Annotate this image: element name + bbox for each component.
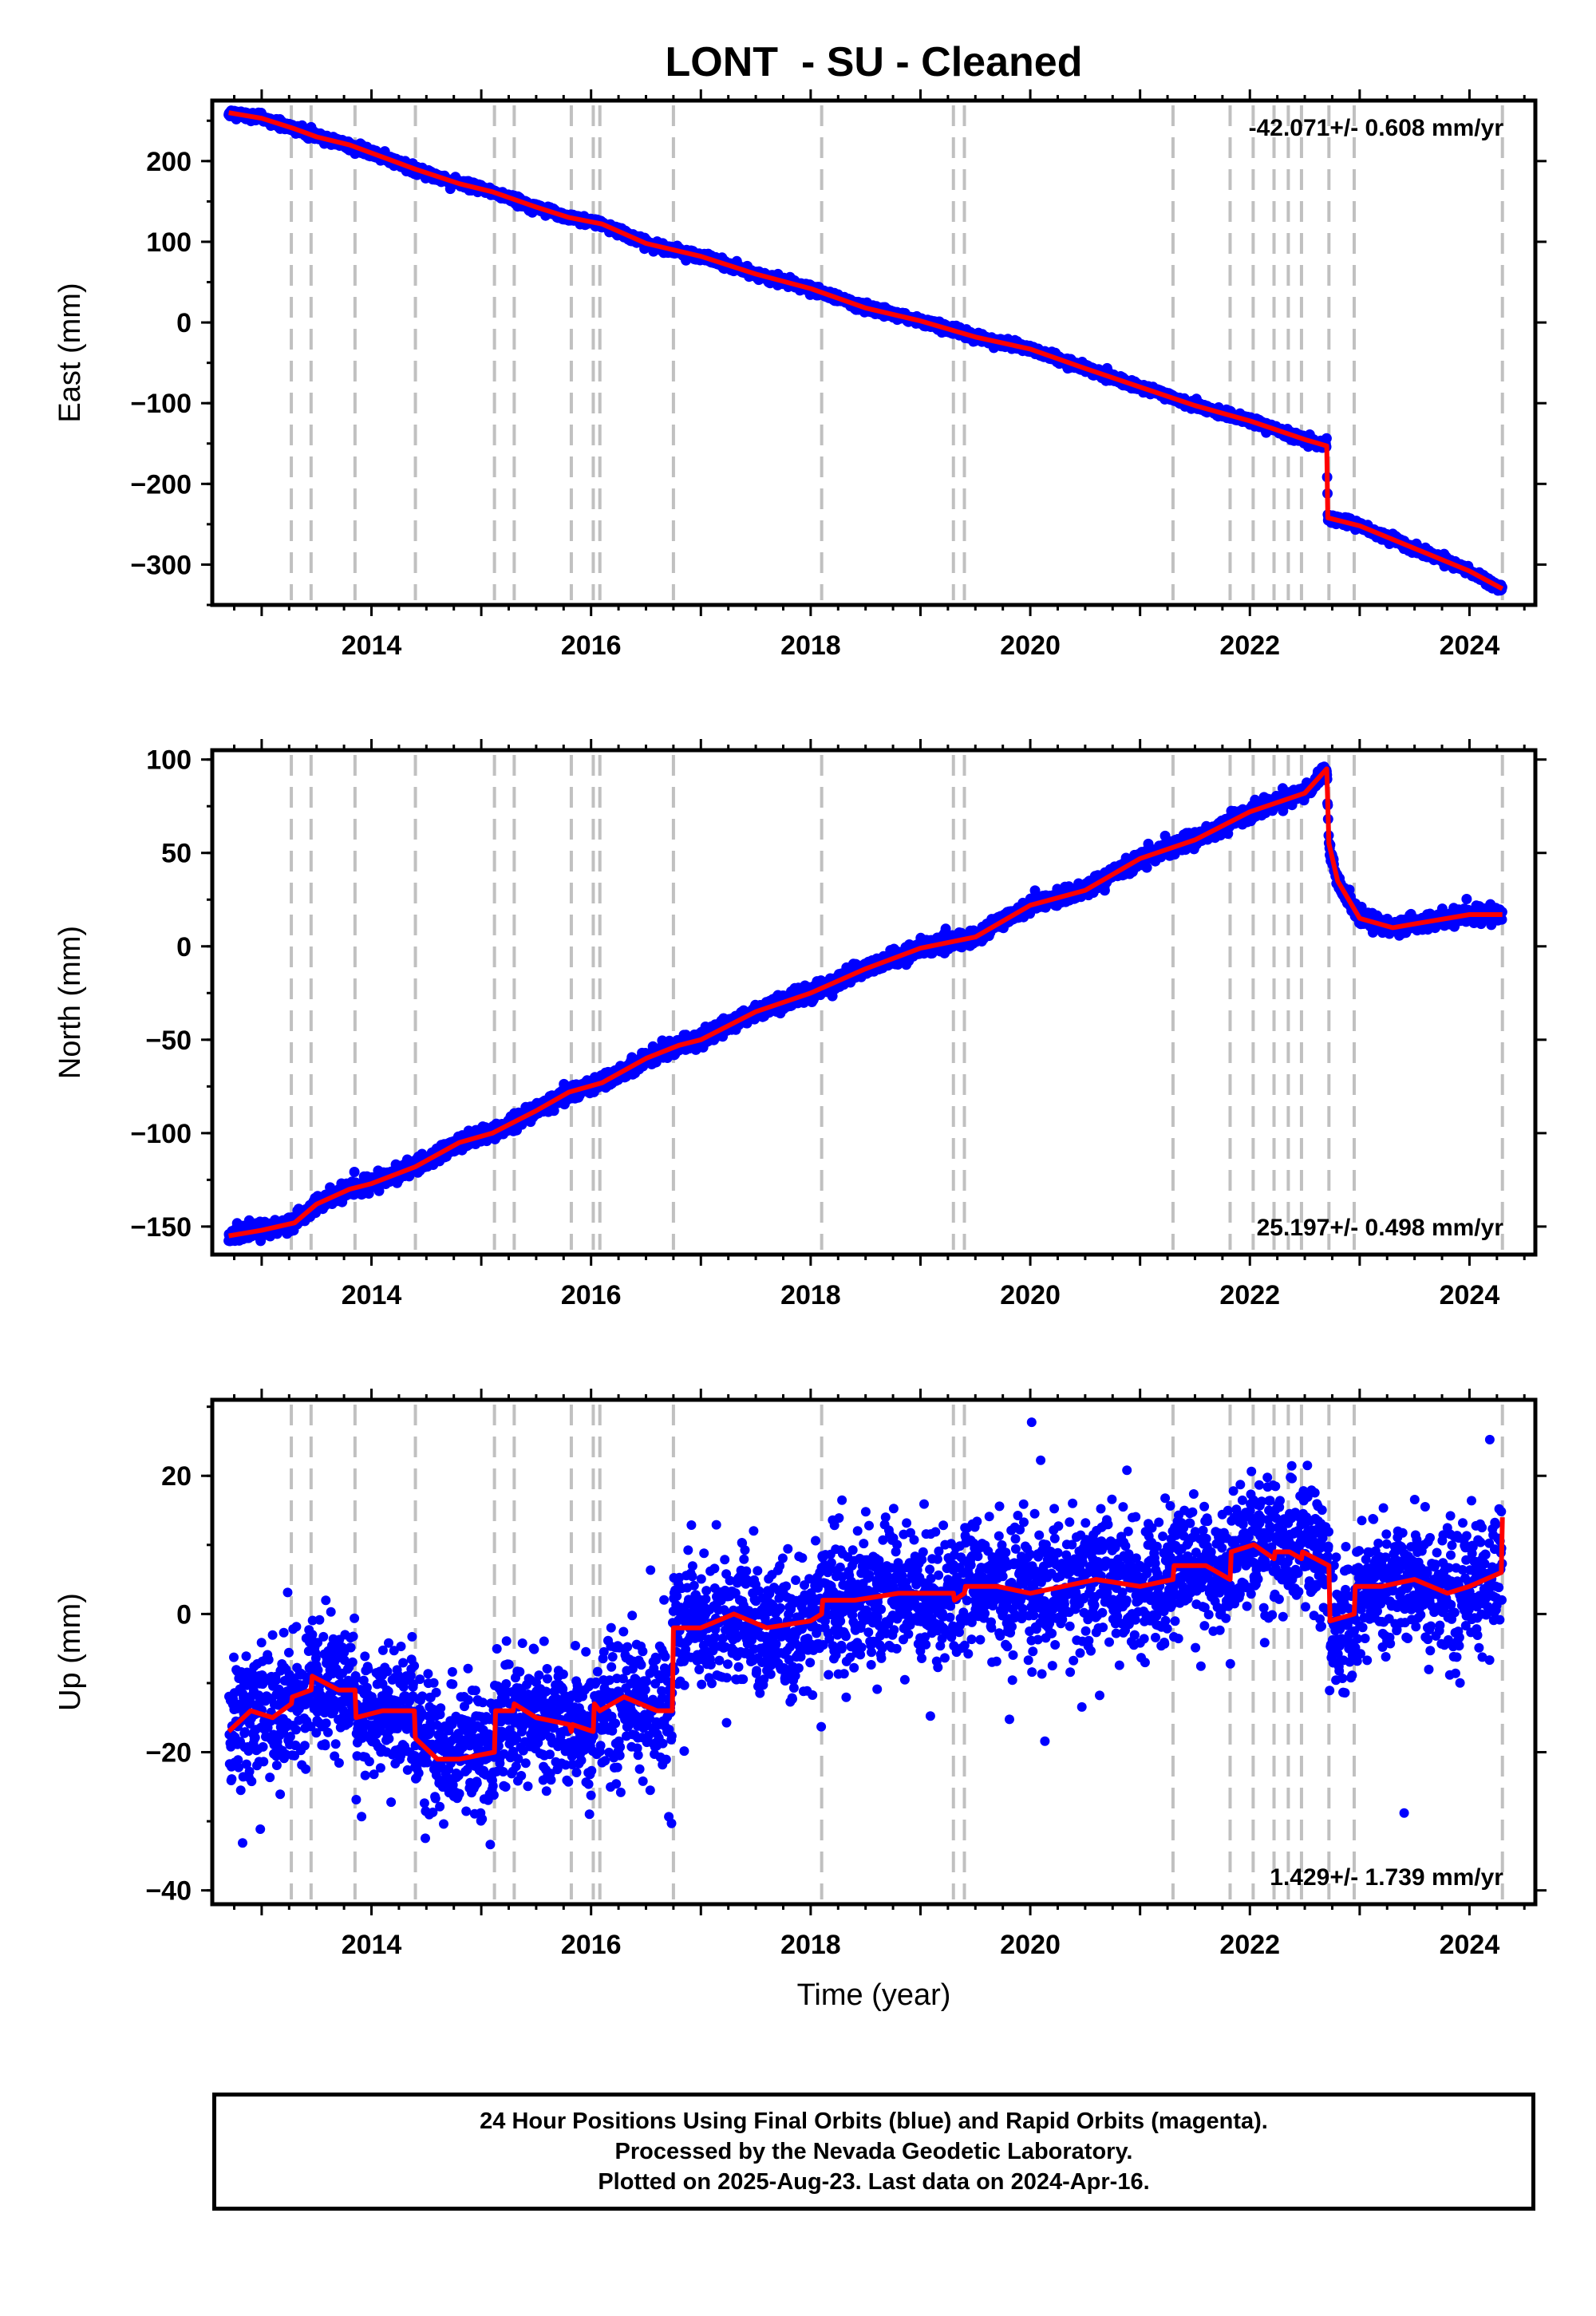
east-x-tick-label: 2016	[561, 630, 622, 661]
north-plot-area	[223, 761, 1507, 1247]
east-model-line	[228, 110, 1504, 591]
north-panel: 2014 2016 2018 2020 2022 2024100500−50−100−15…	[53, 739, 1547, 1310]
east-y-tick-label: −200	[130, 469, 192, 500]
east-x-tick-label: 2022	[1219, 630, 1280, 661]
east-plot-area	[223, 105, 1507, 596]
east-x-tick-label: 2024	[1440, 630, 1500, 661]
east-x-tick-label: 2018	[780, 630, 841, 661]
east-y-tick-label: −100	[130, 389, 192, 419]
east-y-tick-label: 0	[176, 308, 192, 338]
east-y-axis-label: East (mm)	[53, 283, 87, 422]
east-y-tick-label: −300	[130, 550, 192, 580]
east-y-tick-label: 100	[146, 227, 192, 258]
east-x-tick-label: 2014	[342, 630, 402, 661]
east-y-tick-label: 200	[146, 147, 192, 177]
north-data-point	[349, 1167, 360, 1177]
north-data-point	[363, 1188, 374, 1199]
figure-title: LONT - SU - Cleaned	[666, 39, 1083, 85]
east-panel: 2014 2016 2018 2020 2022 2024 200 100 0 −100 −200 −…	[53, 89, 1547, 661]
east-rate-label: -42.071+/- 0.608 mm/yr	[1249, 115, 1504, 141]
east-data-point	[1321, 433, 1332, 444]
east-frame	[210, 98, 1538, 607]
east-x-tick-label: 2020	[1000, 630, 1061, 661]
